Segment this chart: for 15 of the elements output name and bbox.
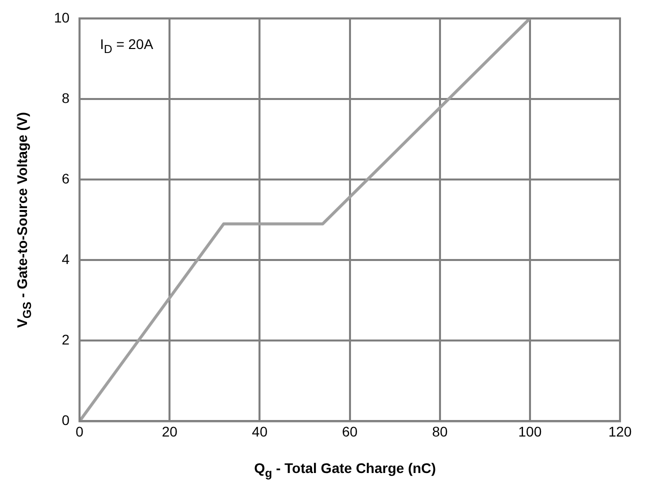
y-tick-label: 4 xyxy=(62,250,70,267)
x-tick-label: 120 xyxy=(608,423,632,440)
x-tick-label: 80 xyxy=(432,423,448,440)
y-tick-label: 2 xyxy=(62,332,70,348)
x-axis-title: Q$_{g}$ - Total Gate Charge (nC) xyxy=(254,460,436,480)
x-tick-label: 0 xyxy=(76,423,84,440)
x-tick-label: 100 xyxy=(518,423,542,440)
x-tick-label: 40 xyxy=(252,423,268,440)
x-tick-label: 20 xyxy=(162,423,178,440)
y-tick-label: 0 xyxy=(62,412,70,428)
y-tick-label: 10 xyxy=(54,9,70,26)
y-tick-label: 6 xyxy=(62,170,70,186)
x-tick-label: 60 xyxy=(342,423,358,440)
annotation: I$_{D}$ = 20A xyxy=(100,36,154,56)
y-tick-label: 8 xyxy=(62,90,70,106)
